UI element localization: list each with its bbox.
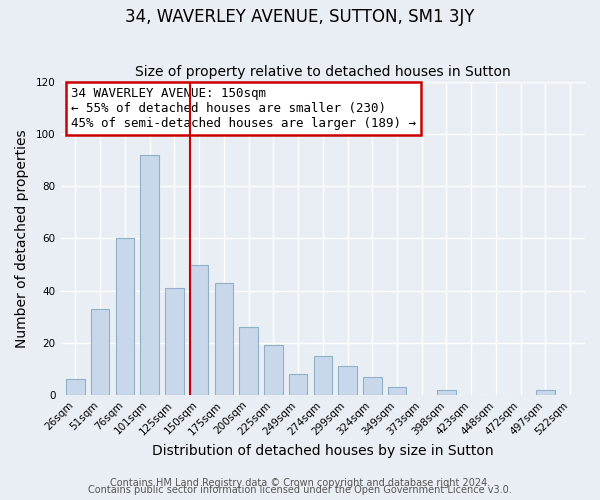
Bar	[165, 288, 184, 395]
Bar	[264, 346, 283, 395]
Bar	[91, 309, 109, 395]
Bar	[289, 374, 307, 395]
Text: 34, WAVERLEY AVENUE, SUTTON, SM1 3JY: 34, WAVERLEY AVENUE, SUTTON, SM1 3JY	[125, 8, 475, 26]
Text: Contains HM Land Registry data © Crown copyright and database right 2024.: Contains HM Land Registry data © Crown c…	[110, 478, 490, 488]
Bar	[363, 376, 382, 395]
Y-axis label: Number of detached properties: Number of detached properties	[15, 129, 29, 348]
Bar	[215, 283, 233, 395]
Title: Size of property relative to detached houses in Sutton: Size of property relative to detached ho…	[135, 66, 511, 80]
Text: Contains public sector information licensed under the Open Government Licence v3: Contains public sector information licen…	[88, 485, 512, 495]
Bar	[239, 327, 258, 395]
Text: 34 WAVERLEY AVENUE: 150sqm
← 55% of detached houses are smaller (230)
45% of sem: 34 WAVERLEY AVENUE: 150sqm ← 55% of deta…	[71, 86, 416, 130]
Bar	[437, 390, 456, 395]
X-axis label: Distribution of detached houses by size in Sutton: Distribution of detached houses by size …	[152, 444, 494, 458]
Bar	[140, 155, 159, 395]
Bar	[388, 387, 406, 395]
Bar	[338, 366, 357, 395]
Bar	[536, 390, 554, 395]
Bar	[116, 238, 134, 395]
Bar	[314, 356, 332, 395]
Bar	[190, 264, 208, 395]
Bar	[66, 379, 85, 395]
